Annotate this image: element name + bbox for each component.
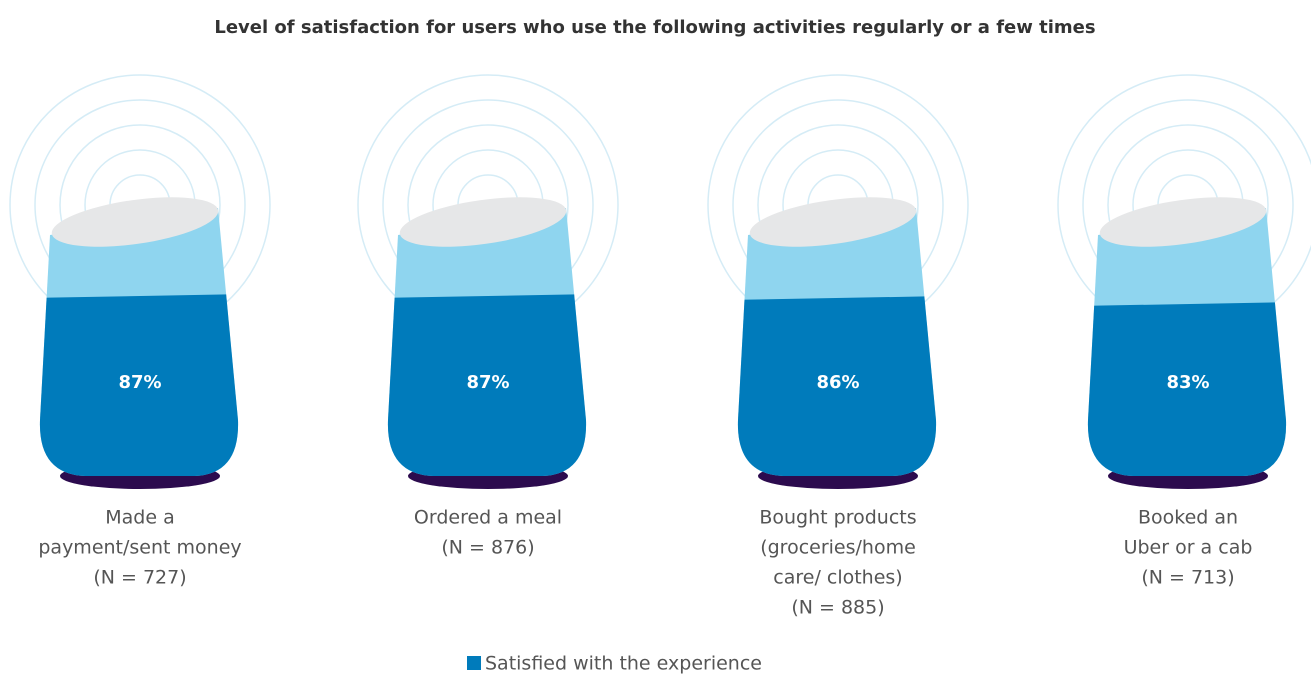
category-label: (N = 727) — [93, 567, 186, 589]
value-label: 87% — [118, 372, 161, 393]
speaker-top — [1099, 197, 1267, 247]
bar — [387, 294, 587, 476]
bar — [737, 296, 937, 476]
value-label: 87% — [466, 372, 509, 393]
legend-label: Satisfied with the experience — [485, 653, 762, 675]
category-label: care/ clothes) — [773, 567, 902, 589]
value-label: 86% — [816, 372, 859, 393]
category-label: Ordered a meal — [414, 507, 562, 529]
chart-title: Level of satisfaction for users who use … — [214, 17, 1095, 38]
value-label: 83% — [1166, 372, 1209, 393]
category-label: Booked an — [1138, 507, 1238, 529]
bar — [39, 294, 239, 476]
category-label: (N = 885) — [791, 597, 884, 619]
speaker-top — [399, 197, 567, 247]
category-label: Bought products — [759, 507, 916, 529]
category-label: (N = 876) — [441, 537, 534, 559]
legend-swatch — [467, 656, 481, 670]
speaker-top — [51, 197, 219, 247]
category-label: Made a — [105, 507, 174, 529]
category-label: (groceries/home — [760, 537, 916, 559]
category-label: (N = 713) — [1141, 567, 1234, 589]
category-label: Uber or a cab — [1124, 537, 1253, 559]
speaker-top — [749, 197, 917, 247]
category-label: payment/sent money — [38, 537, 241, 559]
bar — [1087, 302, 1287, 476]
